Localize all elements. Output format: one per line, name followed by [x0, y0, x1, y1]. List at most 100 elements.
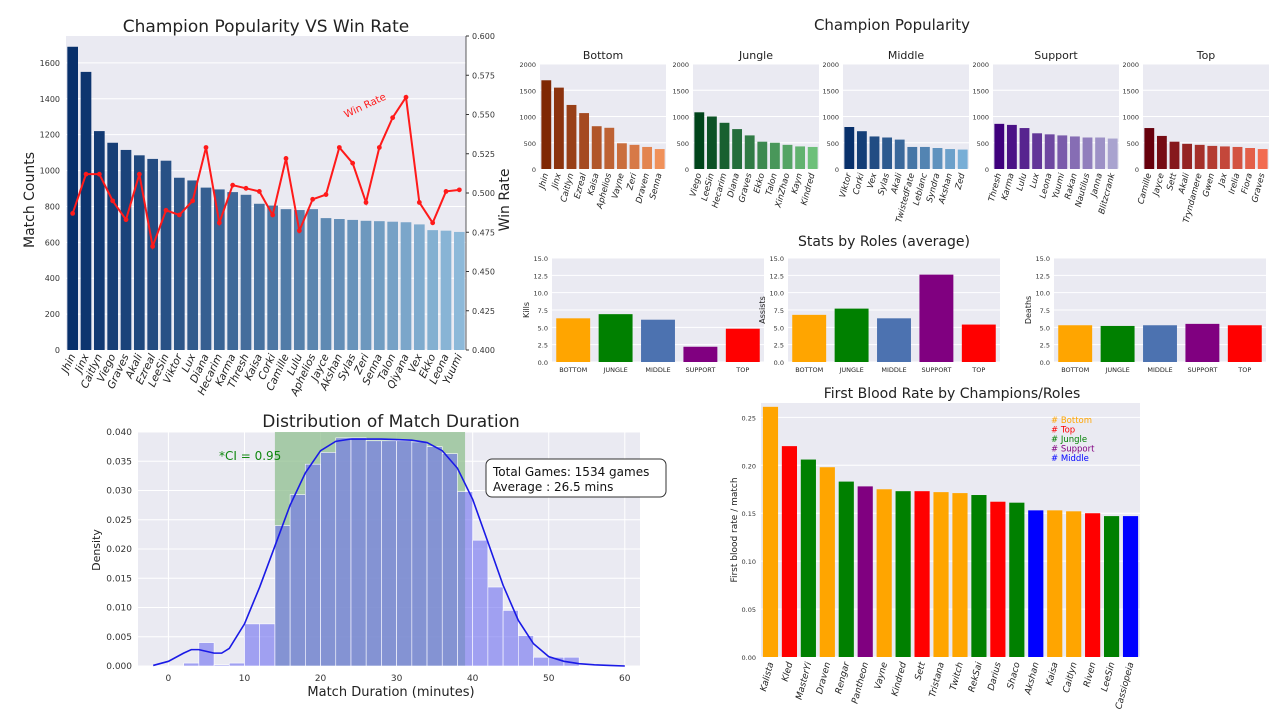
winrate-point: [256, 189, 262, 194]
y-tick-label: 10.0: [770, 290, 784, 298]
hist-bar: [274, 525, 291, 667]
bar: [781, 446, 798, 657]
winrate-point: [123, 217, 129, 223]
hist-bar: [183, 662, 200, 667]
y-tick-label: 0.0: [538, 359, 548, 367]
y-tick-label: 600: [45, 238, 60, 247]
bar: [1245, 148, 1256, 169]
x-tick-label: Jax: [1216, 171, 1230, 189]
y-tick-label: 1500: [822, 87, 839, 95]
winrate-point: [176, 212, 182, 218]
x-tick-label: Zed: [953, 172, 967, 192]
bar: [174, 177, 185, 350]
x-tick-label: Kaisa: [1045, 661, 1061, 687]
winrate-point: [416, 200, 422, 205]
bar: [1156, 135, 1167, 169]
x-tick-label: Sett: [914, 661, 929, 682]
chart-title: Champion Popularity: [814, 16, 970, 34]
x-tick-label: 30: [391, 674, 403, 684]
bar: [134, 155, 145, 350]
x-tick-label: BOTTOM: [559, 366, 587, 374]
x-tick-label: Darius: [987, 661, 1004, 692]
y-tick-label: 0: [985, 166, 989, 174]
y-axis-label: Deaths: [1024, 296, 1033, 324]
x-tick-label: Twitch: [949, 661, 966, 692]
y-tick-label: 1000: [1122, 114, 1139, 122]
hist-bar: [213, 664, 230, 667]
bar: [919, 274, 954, 362]
x-tick-label: Rengar: [834, 660, 852, 695]
hist-bar: [244, 623, 260, 667]
y-tick-label: 0.15: [742, 510, 756, 518]
y-tick-label: 12.5: [1036, 272, 1050, 280]
hist-bar: [487, 586, 504, 667]
bar: [732, 129, 743, 169]
hist-bar: [335, 437, 352, 667]
hist-bar: [320, 452, 337, 667]
hist-bar: [396, 440, 413, 667]
y-tick-label: 0.020: [106, 545, 132, 555]
bar: [414, 224, 425, 350]
bar: [795, 146, 806, 169]
x-tick-label: Lux: [1028, 171, 1042, 189]
subplot-title: Support: [1034, 49, 1078, 62]
y-tick-label: 12.5: [534, 272, 548, 280]
bar: [782, 144, 793, 169]
bar: [1100, 325, 1135, 362]
bar: [294, 210, 305, 350]
x-tick-label: Kled: [781, 661, 796, 683]
y-tick-label: 0: [685, 166, 689, 174]
y-tick-label: 10.0: [534, 290, 548, 298]
y-tick-label: 1500: [972, 87, 989, 95]
y-tick-label: 2000: [519, 61, 536, 69]
y-tick-label: 0.035: [106, 457, 132, 467]
bar: [877, 318, 911, 362]
x-tick-label: Cassiopeia: [1114, 661, 1136, 710]
bar: [792, 314, 827, 362]
subplot-title: Jungle: [738, 49, 773, 62]
bar: [971, 495, 987, 657]
y-tick-label: 500: [977, 140, 989, 148]
y-tick-label: 1000: [519, 114, 536, 122]
x-tick-label: JUNGLE: [602, 366, 627, 374]
bar: [598, 314, 633, 362]
champion-popularity-chart: Champion Popularity Bottom 0 500 1000 1500 20…: [519, 16, 1269, 224]
bar: [566, 104, 577, 169]
winrate-point: [430, 220, 436, 226]
y-tick-label: 1500: [1122, 87, 1139, 95]
hist-bar: [259, 623, 276, 667]
x-tick-label: 0: [166, 674, 172, 684]
kde-curve: [153, 438, 625, 667]
bar: [800, 459, 816, 657]
bar: [1057, 135, 1068, 169]
bar: [844, 127, 855, 169]
hist-bar: [381, 440, 397, 667]
bar: [1144, 128, 1155, 169]
bar: [214, 189, 225, 350]
winrate-point: [363, 200, 369, 205]
ci-label: *CI = 0.95: [219, 449, 281, 463]
bar: [1219, 146, 1230, 169]
x-tick-label: 40: [467, 674, 479, 684]
x-tick-label: TOP: [1237, 366, 1251, 374]
bar: [654, 149, 665, 169]
legend-entry: # Jungle: [1051, 435, 1087, 445]
y-tick-label: 500: [677, 140, 689, 148]
y-tick-label: 1000: [672, 114, 689, 122]
legend-entry: # Bottom: [1051, 416, 1092, 426]
x-tick-label: Caitlyn: [1062, 661, 1080, 694]
x-tick-label: Lulu: [1015, 172, 1029, 192]
y-tick-label: 7.5: [774, 307, 784, 315]
chart-title: Distribution of Match Duration: [262, 412, 519, 432]
bar: [957, 149, 968, 169]
y-tick-label: 0.0: [1040, 359, 1050, 367]
bar: [1232, 146, 1243, 169]
y-tick-label: 1500: [672, 87, 689, 95]
bar: [254, 203, 265, 350]
x-tick-label: MasterYi: [795, 661, 815, 701]
x-tick-label: Vex: [866, 171, 880, 190]
winrate-point: [456, 187, 462, 193]
y-tick-label: 2000: [822, 61, 839, 69]
bar: [945, 149, 956, 169]
